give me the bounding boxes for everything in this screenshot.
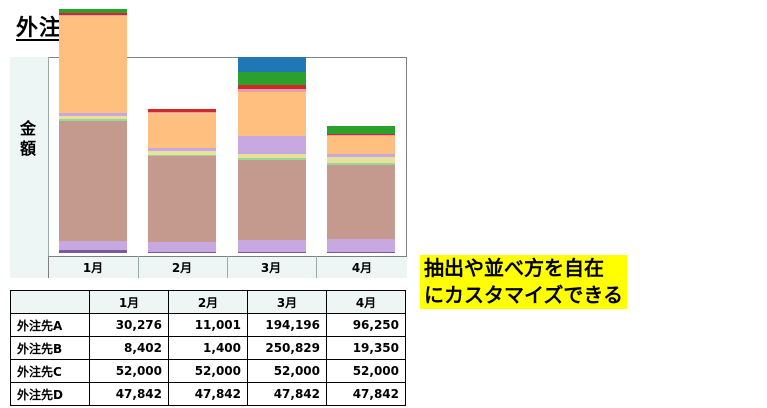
bar-segment [148,242,216,252]
bar-segment [327,134,395,135]
table-cell: 47,842 [326,382,406,406]
table-cell: 47,842 [89,382,169,406]
bar-segment [238,252,306,253]
x-tick-label: 1月 [82,261,104,275]
table-cell: 250,829 [247,336,327,360]
table-header-cell: 1月 [89,290,169,314]
bar-segment [238,240,306,252]
bar-segment [59,15,127,16]
feature-callout: 抽出や並べ方を自在 にカスタマイズできる [420,255,627,309]
bar-segment [238,154,306,158]
row-label: 外注先C [10,359,90,383]
table-header-cell [10,290,90,314]
bar-segment [327,135,395,136]
bar-segment [327,239,395,252]
table-cell: 52,000 [168,359,248,383]
bar-segment [327,165,395,239]
bar-segment [327,126,395,134]
bar-segment [148,112,216,113]
table-header-cell: 4月 [326,290,406,314]
x-axis-corner [10,256,49,278]
table-cell: 47,842 [168,382,248,406]
table-cell: 30,276 [89,313,169,337]
bar-segment [148,155,216,156]
bar-segment [238,158,306,160]
x-axis-divider [227,256,228,278]
table-header-row: 1月 2月 3月 4月 [10,290,406,314]
bar-segment [238,160,306,240]
bar-segment [148,113,216,148]
bar-segment [148,148,216,151]
bar-segment [327,136,395,154]
bar-segment [327,154,395,157]
bar-segment [59,241,127,250]
x-tick-label: 4月 [351,261,373,275]
bar-segment [238,85,306,89]
y-axis-cell [10,57,49,257]
callout-line: 抽出や並べ方を自在 [424,256,604,280]
x-tick-label: 2月 [171,261,193,275]
bar-segment [59,119,127,121]
bar-segment [238,89,306,92]
table-cell: 96,250 [326,313,406,337]
row-label: 外注先B [10,336,90,360]
table-cell: 52,000 [247,359,327,383]
x-axis-divider [316,256,317,278]
data-table: 1月 2月 3月 4月 外注先A 30,276 11,001 194,196 9… [10,290,406,406]
bar-segment [59,113,127,116]
bar-segment [59,16,127,113]
table-cell: 11,001 [168,313,248,337]
table-cell: 52,000 [89,359,169,383]
bar-segment [59,13,127,15]
x-axis-divider [138,256,139,278]
bar-segment [327,157,395,163]
table-cell: 19,350 [326,336,406,360]
table-header-cell: 2月 [168,290,248,314]
bar-segment [59,9,127,13]
table-cell: 1,400 [168,336,248,360]
x-axis-row [10,256,407,278]
callout-line: にカスタマイズできる [424,283,623,307]
y-axis-label: 金額 [17,120,36,160]
bar-segment [148,109,216,112]
table-cell: 194,196 [247,313,327,337]
bar-segment [327,252,395,253]
bar-segment [238,92,306,136]
bar-segment [238,136,306,154]
bar-segment [148,151,216,155]
table-cell: 47,842 [247,382,327,406]
bar-segment [59,116,127,119]
table-row: 外注先A 30,276 11,001 194,196 96,250 [10,313,406,337]
table-header-cell: 3月 [247,290,327,314]
bar-segment [327,163,395,165]
table-row: 外注先B 8,402 1,400 250,829 19,350 [10,336,406,360]
table-cell: 8,402 [89,336,169,360]
bar-segment [148,252,216,253]
bar-segment [238,72,306,85]
bar-segment [148,156,216,242]
table-cell: 52,000 [326,359,406,383]
bar-segment [59,250,127,253]
row-label: 外注先D [10,382,90,406]
bar-segment [59,121,127,241]
row-label: 外注先A [10,313,90,337]
x-tick-label: 3月 [260,261,282,275]
table-row: 外注先C 52,000 52,000 52,000 52,000 [10,359,406,383]
table-row: 外注先D 47,842 47,842 47,842 47,842 [10,382,406,406]
bar-segment [238,57,306,72]
